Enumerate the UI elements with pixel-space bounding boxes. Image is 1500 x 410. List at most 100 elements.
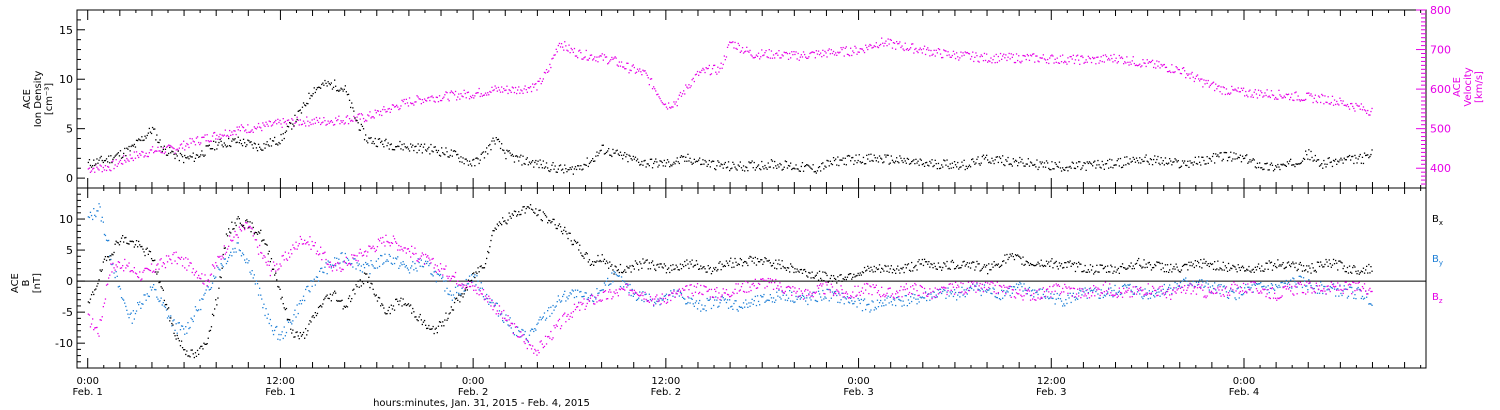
velocity-series-point	[965, 52, 967, 54]
by-series-point	[350, 263, 352, 265]
velocity-series-point	[579, 49, 581, 51]
density-series-point	[1222, 158, 1224, 160]
density-series-point	[1196, 163, 1199, 165]
velocity-series-point	[168, 144, 170, 146]
by-series-point	[778, 289, 780, 291]
by-series-point	[101, 216, 103, 218]
by-series-point	[705, 310, 707, 312]
density-series-point	[1336, 163, 1338, 165]
by-series-point	[1204, 285, 1206, 287]
velocity-series-point	[527, 87, 529, 89]
by-series-point	[611, 272, 613, 274]
density-series-point	[674, 163, 676, 165]
density-series-point	[810, 167, 812, 169]
velocity-series-point	[426, 100, 428, 102]
density-series-point	[410, 143, 412, 145]
velocity-series-point	[860, 48, 862, 50]
by-series-point	[456, 291, 458, 294]
density-series-point	[878, 155, 881, 157]
velocity-series-point	[1060, 61, 1063, 63]
by-series-point	[1133, 293, 1135, 295]
density-series-point	[279, 143, 281, 145]
density-series-point	[496, 139, 498, 141]
by-series-point	[880, 299, 882, 302]
velocity-series-point	[786, 53, 789, 55]
bz-series-point	[1056, 285, 1058, 287]
velocity-series-point	[706, 68, 708, 70]
bz-series-point	[997, 292, 999, 294]
velocity-series-point	[1025, 58, 1027, 61]
velocity-series-point	[996, 61, 998, 64]
velocity-series-point	[721, 67, 723, 69]
velocity-series-point	[481, 95, 483, 97]
by-series-point	[914, 294, 916, 296]
bz-series-point	[1143, 294, 1145, 296]
density-series-point	[594, 160, 596, 162]
velocity-series-point	[304, 122, 306, 124]
bottom-axis-label: ACEB[nT]	[10, 273, 43, 293]
velocity-series-point	[782, 55, 784, 57]
velocity-series-point	[1274, 98, 1276, 100]
bz-series-point	[401, 248, 403, 250]
by-series-point	[862, 299, 865, 302]
bx-series-point	[140, 246, 142, 248]
velocity-series-point	[347, 123, 350, 125]
density-series-point	[1033, 164, 1035, 166]
by-series-point	[993, 288, 995, 290]
bz-series-point	[651, 298, 654, 300]
velocity-series-point	[198, 141, 200, 144]
density-series-point	[432, 151, 434, 153]
density-series-point	[395, 146, 397, 148]
velocity-series-point	[177, 149, 179, 151]
density-series-point	[1232, 158, 1234, 160]
bz-series-point	[114, 269, 116, 271]
density-series-point	[1178, 167, 1180, 169]
velocity-series-point	[668, 102, 670, 104]
bz-series-point	[551, 338, 553, 341]
by-series-point	[368, 265, 370, 267]
density-series-point	[188, 158, 190, 160]
bz-series-point	[844, 292, 846, 294]
bz-series-point	[789, 286, 791, 288]
bx-series-point	[132, 241, 134, 243]
bz-series-point	[242, 226, 245, 229]
by-series-point	[691, 298, 693, 300]
by-series-point	[1255, 283, 1258, 285]
by-series-point	[417, 258, 419, 260]
velocity-series-point	[984, 59, 987, 62]
bz-series-point	[367, 251, 369, 253]
by-series-point	[269, 318, 271, 321]
by-series-point	[110, 258, 112, 261]
velocity-series-point	[1074, 59, 1077, 61]
density-series-point	[305, 105, 307, 107]
by-series-point	[1117, 291, 1119, 293]
bz-series-point	[290, 249, 292, 251]
velocity-series-point	[98, 169, 100, 171]
bz-series-point	[133, 267, 135, 269]
by-series-point	[1318, 292, 1321, 294]
bz-series-point	[820, 283, 822, 285]
top-left-axis-label-line: [cm⁻³]	[44, 83, 55, 115]
velocity-series-point	[627, 62, 629, 64]
velocity-series-point	[523, 88, 525, 90]
velocity-series-point	[776, 52, 778, 54]
density-series-point	[917, 160, 919, 162]
density-series-point	[451, 155, 453, 157]
by-series-point	[125, 305, 127, 308]
density-series-point	[589, 161, 592, 163]
bz-series-point	[865, 289, 867, 291]
bz-series-point	[1070, 287, 1072, 289]
by-series-point	[107, 240, 109, 242]
bz-series-point	[816, 285, 819, 287]
density-series-point	[574, 166, 577, 168]
density-series-point	[880, 157, 882, 159]
bz-series-point	[752, 282, 754, 285]
density-series-point	[601, 144, 603, 146]
velocity-series-point	[1285, 93, 1287, 95]
density-series-point	[827, 160, 829, 162]
velocity-series-point	[1282, 97, 1284, 99]
bz-series-point	[929, 288, 931, 290]
by-series-point	[612, 281, 614, 283]
density-series-point	[1101, 160, 1103, 163]
bz-series-point	[1142, 289, 1144, 291]
